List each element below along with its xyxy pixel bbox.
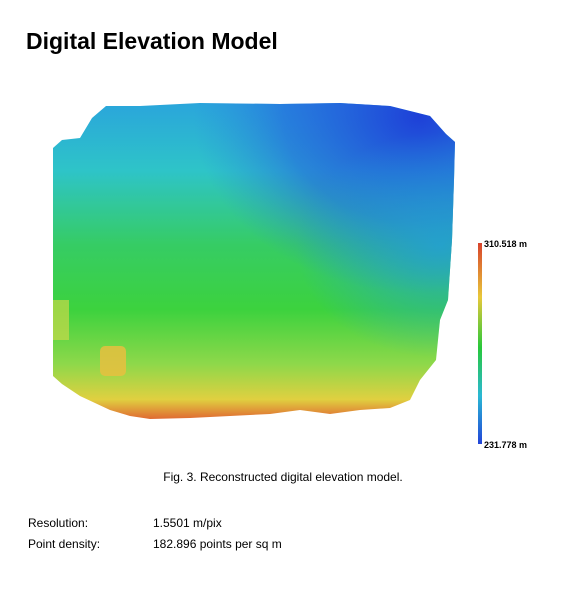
figure-caption: Fig. 3. Reconstructed digital elevation … — [163, 470, 403, 484]
metadata-value: 182.896 points per sq m — [153, 536, 282, 551]
metadata-row: Resolution: 1.5501 m/pix — [28, 512, 282, 533]
metadata-value: 1.5501 m/pix — [153, 515, 222, 530]
metadata-row: Point density: 182.896 points per sq m — [28, 533, 282, 554]
elevation-hotspot — [100, 346, 126, 376]
metadata-label: Resolution: — [28, 515, 89, 530]
page-title: Digital Elevation Model — [26, 28, 278, 54]
scale-max-label: 310.518 m — [484, 239, 528, 249]
metadata-label: Point density: — [28, 536, 101, 551]
metadata-list: Resolution: 1.5501 m/pix Point density: … — [28, 512, 282, 554]
scale-min-label: 231.778 m — [484, 440, 528, 450]
elevation-map — [53, 103, 455, 419]
color-scale-bar — [478, 243, 482, 444]
